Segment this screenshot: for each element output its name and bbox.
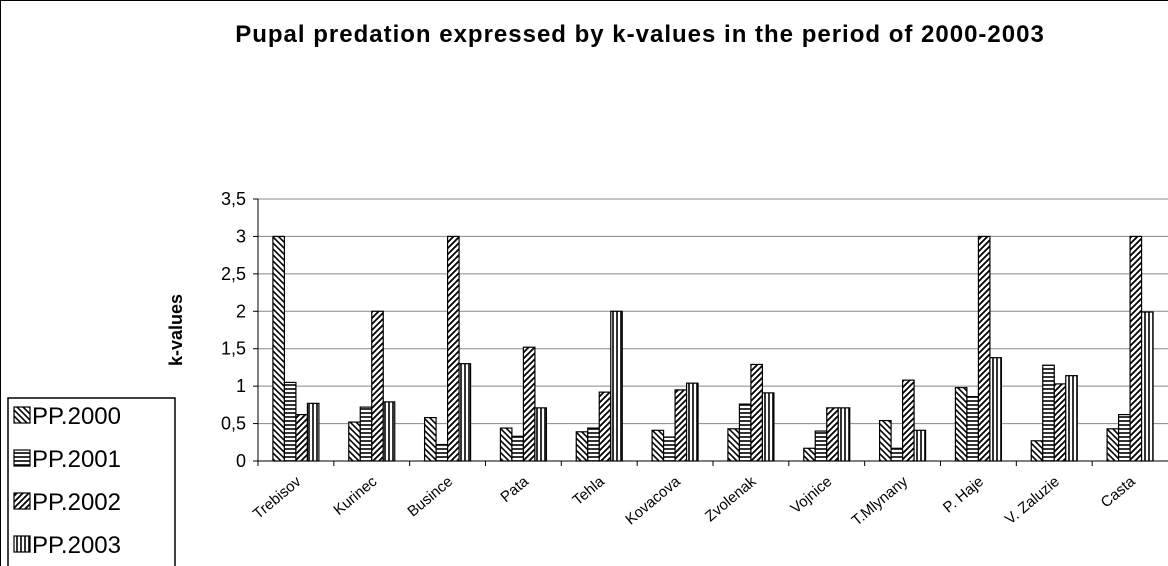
bar <box>423 416 437 462</box>
bar <box>685 382 699 462</box>
bar <box>814 430 828 462</box>
bar <box>750 363 764 462</box>
bar <box>651 429 665 462</box>
bar <box>587 427 600 462</box>
x-tick-label: Zvolenak <box>702 473 760 525</box>
bar <box>359 406 373 462</box>
x-tick-label: Pata <box>497 473 532 506</box>
y-axis-label: k-values <box>166 294 186 366</box>
y-tick-label: 3 <box>236 226 246 246</box>
bar <box>966 396 980 462</box>
x-tick-label: P. Haje <box>940 473 987 516</box>
bar <box>435 443 449 462</box>
legend-label: PP.2003 <box>32 532 121 559</box>
y-tick-label: 3,5 <box>221 189 246 209</box>
bar <box>575 431 589 462</box>
x-tick-label: T.Mlynany <box>848 473 911 530</box>
legend-label: PP.2002 <box>32 489 121 516</box>
bar <box>511 435 525 462</box>
x-tick-label: Busince <box>404 473 456 520</box>
bar <box>901 379 915 462</box>
legend-label: PP.2000 <box>32 403 121 430</box>
y-tick-label: 0,5 <box>221 414 246 434</box>
y-tick-label: 0 <box>236 451 246 471</box>
bar <box>295 413 309 462</box>
bar <box>890 447 904 462</box>
y-tick-label: 1 <box>236 376 246 396</box>
bar <box>1106 428 1120 462</box>
x-tick-label: Tehla <box>569 473 608 509</box>
bar <box>306 402 320 462</box>
bar <box>761 392 775 462</box>
chart-title: Pupal predation expressed by k-values in… <box>235 21 1045 48</box>
legend-swatch <box>13 492 31 510</box>
y-tick-label: 2 <box>236 301 246 321</box>
bar <box>803 447 816 462</box>
bar <box>989 357 1003 462</box>
bar <box>499 427 513 462</box>
bar <box>598 391 612 462</box>
x-tick-label: Vojnice <box>787 473 835 517</box>
bar <box>1030 440 1044 462</box>
bar <box>458 363 472 462</box>
bar <box>826 407 839 462</box>
bar <box>1042 364 1055 462</box>
bar <box>522 346 536 462</box>
bar <box>913 429 927 462</box>
x-tick-label: V. Zaluzie <box>1002 473 1063 528</box>
bar <box>272 235 286 462</box>
bar <box>446 235 460 462</box>
bar <box>727 428 741 462</box>
legend-label: PP.2001 <box>32 446 121 473</box>
x-tick-label: Trebisov <box>250 473 305 523</box>
bar <box>662 436 676 462</box>
bar <box>1129 235 1143 462</box>
bar <box>1065 375 1078 462</box>
legend: PP.2000 PP.2001 PP.2002 PP.2003 <box>7 397 176 566</box>
bar <box>738 403 752 462</box>
y-tick-label: 1,5 <box>221 339 246 359</box>
bar <box>977 235 991 462</box>
bar <box>837 407 851 462</box>
bar <box>382 401 396 462</box>
bar <box>534 407 548 462</box>
bar <box>371 310 384 462</box>
legend-box <box>7 397 176 566</box>
bar <box>1053 383 1067 462</box>
bar <box>1140 311 1154 462</box>
bar <box>878 419 892 462</box>
y-tick-label: 2,5 <box>221 264 246 284</box>
bar <box>348 421 361 462</box>
bar <box>283 381 297 462</box>
x-tick-label: Kovacova <box>622 473 684 529</box>
x-tick-label: Kurinec <box>330 473 380 519</box>
legend-swatch <box>13 406 31 424</box>
bar <box>610 310 623 462</box>
x-tick-label: Casta <box>1098 473 1139 512</box>
legend-swatch <box>13 449 31 467</box>
bar <box>674 389 688 462</box>
bar <box>1117 413 1131 462</box>
bar <box>954 387 968 462</box>
legend-swatch <box>13 535 31 553</box>
